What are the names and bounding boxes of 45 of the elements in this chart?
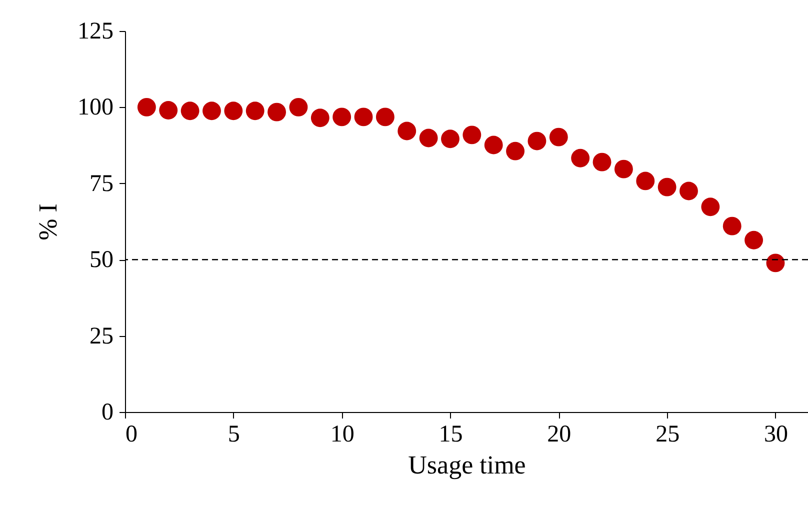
point (722, 216, 742, 236)
y-tick-label: 100 (78, 94, 114, 121)
point (701, 198, 720, 216)
y-axis-title: % I (34, 204, 62, 240)
point (310, 108, 330, 128)
y-tick-label: 125 (78, 18, 114, 44)
point (202, 102, 221, 120)
point (592, 152, 612, 172)
point (614, 160, 633, 178)
y-tick-label: 50 (90, 247, 114, 274)
point (332, 108, 352, 126)
x-axis-title: Usage time (408, 450, 526, 480)
point (268, 102, 286, 122)
point (354, 108, 373, 126)
x-tick-label: 30 (764, 422, 788, 448)
point (571, 148, 590, 168)
y-tick-label: 75 (90, 170, 114, 197)
point (528, 132, 546, 150)
point (636, 172, 655, 190)
point (766, 254, 785, 272)
point (484, 136, 503, 154)
x-tick-label: 5 (228, 422, 240, 448)
point (549, 128, 568, 146)
x-tick-label: 15 (438, 422, 463, 448)
point (441, 130, 460, 148)
point (246, 102, 264, 120)
point (180, 102, 200, 120)
x-tick-label: 20 (547, 422, 572, 448)
point (376, 108, 394, 126)
point (137, 98, 156, 116)
point (159, 101, 178, 120)
point (398, 122, 416, 140)
x-tick-label: 10 (330, 422, 354, 448)
point (658, 178, 676, 196)
point (289, 98, 308, 116)
point (506, 142, 525, 160)
x-tick-label: 25 (656, 422, 680, 448)
point (419, 128, 438, 148)
x-tick-label: 0 (126, 422, 138, 448)
y-tick-label: 25 (90, 323, 114, 350)
point (462, 126, 482, 144)
point (224, 102, 243, 120)
point (744, 230, 764, 250)
y-tick-label: 0 (102, 400, 114, 426)
point (680, 182, 698, 200)
